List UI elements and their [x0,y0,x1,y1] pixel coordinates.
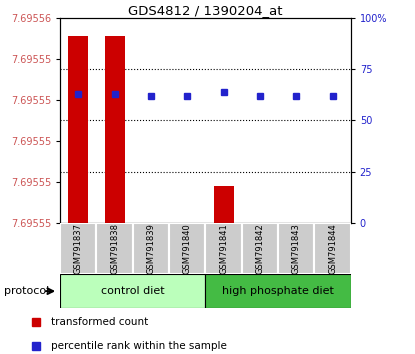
Bar [177,223,197,260]
Text: GSM791839: GSM791839 [146,223,156,274]
Bar [105,36,124,223]
Bar [278,223,315,274]
Bar [250,223,270,354]
Text: GSM791840: GSM791840 [183,223,192,274]
Text: control diet: control diet [101,286,165,296]
Text: transformed count: transformed count [51,317,148,327]
Text: GSM791837: GSM791837 [74,223,83,274]
Title: GDS4812 / 1390204_at: GDS4812 / 1390204_at [128,4,283,17]
Bar [205,274,351,308]
Text: high phosphate diet: high phosphate diet [222,286,334,296]
Text: GSM791842: GSM791842 [255,223,264,274]
Bar [242,223,278,274]
Text: GSM791841: GSM791841 [219,223,228,274]
Text: protocol: protocol [4,286,49,296]
Bar [133,223,169,274]
Bar [60,274,205,308]
Bar [315,223,351,274]
Bar [322,223,342,260]
Bar [96,223,133,274]
Bar [169,223,205,274]
Bar [214,186,234,223]
Text: GSM791844: GSM791844 [328,223,337,274]
Bar [60,223,96,274]
Bar [286,223,306,316]
Bar [68,36,88,223]
Text: GSM791843: GSM791843 [292,223,301,274]
Text: percentile rank within the sample: percentile rank within the sample [51,341,227,350]
Bar [205,223,242,274]
Text: GSM791838: GSM791838 [110,223,119,274]
